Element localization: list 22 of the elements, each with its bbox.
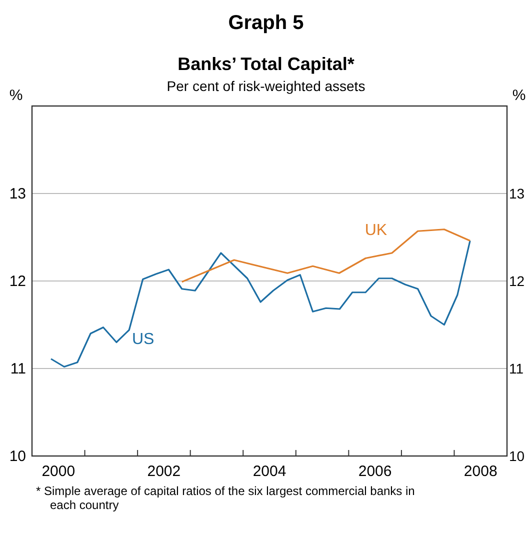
y-tick-label: 12 [9, 273, 26, 290]
x-tick-label: 2004 [252, 463, 286, 480]
y2-tick-label: 13 [509, 186, 525, 202]
y2-tick-label: 10 [509, 448, 525, 464]
y2-axis-title: % [512, 87, 526, 104]
series-label: UK [364, 222, 388, 239]
chart-subtitle: Banks’ Total Capital* [178, 54, 354, 74]
text: * Simple average of capital ratios of the six largest commercial banks in each country [36, 484, 415, 512]
x-tick-label: 2006 [358, 463, 392, 480]
y-tick-label: 10 [9, 448, 26, 465]
x-tick-label: 2000 [42, 463, 76, 480]
series-label: US [132, 331, 154, 348]
x-tick-label: 2008 [464, 463, 498, 480]
y2-tick-label: 12 [509, 273, 525, 289]
x-tick-label: 2002 [147, 463, 181, 480]
y-tick-label: 11 [10, 360, 26, 378]
line-series [50, 240, 471, 368]
text: Per cent of risk-weighted assets [166, 78, 366, 94]
chart-title: Graph 5 [228, 12, 304, 34]
y-tick-label: 13 [9, 186, 26, 202]
y-axis-title: % [9, 87, 23, 104]
y2-tick-label: 11 [509, 360, 524, 376]
